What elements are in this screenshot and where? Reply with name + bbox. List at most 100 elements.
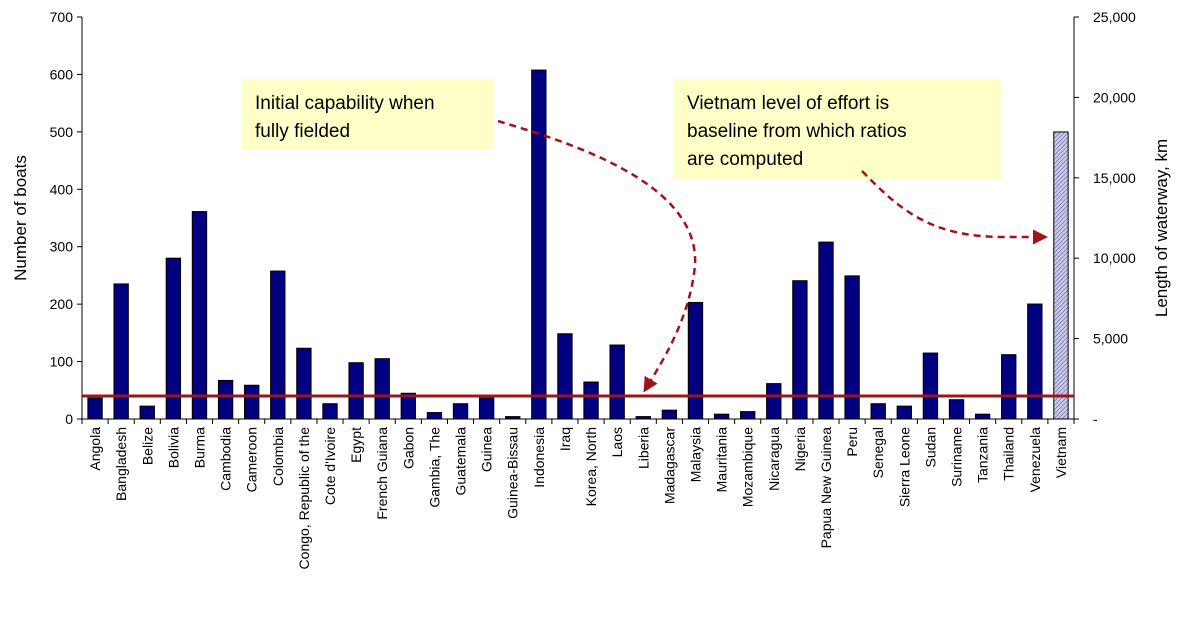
bar-egypt (348, 362, 364, 420)
y2-axis-title: Length of waterway, km (1152, 139, 1171, 317)
category-label: Nigeria (792, 427, 808, 472)
callout-initial-capability-box (242, 79, 494, 149)
right-tick-label: 15,000 (1093, 170, 1136, 186)
arrow-to-vietnam (861, 170, 1048, 245)
category-label: Bangladesh (113, 427, 129, 501)
category-label: Thailand (1001, 427, 1017, 481)
category-label: Suriname (949, 427, 965, 487)
bar-papua-new-guinea (818, 241, 834, 420)
category-label: Sudan (922, 427, 938, 467)
category-label: Gabon (400, 427, 416, 469)
bar-venezuela (1027, 303, 1043, 420)
category-label: Angola (87, 427, 103, 471)
left-tick-label: 200 (50, 296, 74, 312)
left-tick-label: 300 (50, 239, 74, 255)
left-tick-label: 500 (50, 124, 74, 140)
category-label: Guatemala (453, 427, 469, 496)
right-tick-label: - (1093, 411, 1098, 427)
right-tick-label: 25,000 (1093, 9, 1136, 25)
category-label: Liberia (635, 427, 651, 469)
bar-cameroon (244, 384, 260, 420)
bar-malaysia (687, 301, 704, 420)
category-label: Cote d'Ivoire (322, 427, 338, 505)
bar-burma (191, 211, 208, 420)
left-tick-label: 0 (65, 411, 73, 427)
bar-mozambique (740, 411, 756, 420)
left-tick-label: 100 (50, 354, 74, 370)
bar-mauritania (713, 413, 730, 420)
category-label: Laos (609, 427, 625, 457)
category-label: Iraq (557, 427, 573, 451)
axes-group: 0 100 200 300 400 500 600 700 - 5,000 10,000 15,000… (11, 9, 1171, 569)
category-label: Guinea-Bissau (505, 427, 521, 519)
category-label: Papua New Guinea (818, 427, 834, 549)
category-label: Madagascar (661, 427, 677, 504)
left-tick-label: 700 (50, 9, 74, 25)
category-label: Cambodia (218, 427, 234, 491)
category-label: Gambia, The (426, 427, 442, 508)
bar-nicaragua (766, 383, 782, 420)
bar-thailand (1001, 354, 1017, 420)
bar-suriname (948, 399, 965, 420)
bar-sudan (922, 352, 939, 420)
category-label: Senegal (870, 427, 886, 478)
bar-peru (844, 275, 860, 420)
bar-indonesia (531, 69, 547, 420)
bar-cambodia (217, 379, 234, 420)
category-label: Mozambique (740, 427, 756, 507)
bar-vietnam (1053, 131, 1069, 420)
bar-angola (87, 397, 103, 420)
y-axis-title: Number of boats (11, 155, 30, 281)
callout-vietnam-baseline-text: baseline from which ratios (687, 121, 907, 142)
category-label: Venezuela (1027, 427, 1043, 493)
category-label: Indonesia (531, 427, 547, 488)
bar-nigeria (792, 280, 808, 420)
category-label: Korea, North (583, 427, 599, 506)
bar-senegal (870, 403, 886, 420)
category-label: Tanzania (975, 427, 991, 483)
category-label: Colombia (270, 427, 286, 486)
bar-madagascar (661, 409, 678, 420)
bar-guinea (478, 397, 495, 420)
category-label: French Guiana (374, 427, 390, 520)
category-label: Guinea (479, 427, 495, 472)
callout-vietnam-baseline-text: Vietnam level of effort is (687, 93, 889, 114)
category-label: Nicaragua (766, 427, 782, 491)
right-tick-label: 20,000 (1093, 89, 1136, 105)
callout-initial-capability-text: Initial capability when (255, 93, 435, 114)
bar-laos (609, 344, 625, 420)
bar-tanzania (974, 413, 991, 420)
category-label: Bolivia (165, 427, 181, 468)
callout-vietnam-baseline-text: are computed (687, 149, 803, 170)
bar-korea-north (583, 381, 599, 420)
bar-gambia-the (426, 412, 443, 420)
right-tick-label: 10,000 (1093, 250, 1136, 266)
arrow-to-liberia (497, 119, 697, 393)
overlay-group: Initial capability when fully fielded Viet… (82, 79, 1074, 398)
category-label: Malaysia (687, 427, 703, 482)
category-label: Belize (139, 427, 155, 465)
bar-french-guiana (374, 358, 390, 420)
category-label: Mauritania (714, 427, 730, 493)
category-label: Vietnam (1053, 427, 1069, 478)
bar-cote-d-ivoire (322, 403, 338, 420)
callout-initial-capability-text: fully fielded (255, 121, 350, 142)
bar-sierra-leone (896, 405, 913, 420)
category-label: Peru (844, 427, 860, 457)
category-label: Sierra Leone (896, 427, 912, 507)
bar-iraq (557, 333, 573, 420)
bar-congo-republic-of-the (296, 347, 312, 420)
category-label: Burma (191, 427, 207, 468)
bar-bangladesh (113, 283, 129, 420)
callout-vietnam-baseline-box (674, 79, 1001, 179)
bars-group (87, 69, 1069, 420)
left-tick-label: 600 (50, 66, 74, 82)
left-tick-label: 400 (50, 181, 74, 197)
category-label: Congo, Republic of the (296, 427, 312, 570)
right-tick-label: 5,000 (1093, 331, 1128, 347)
bar-guatemala (452, 403, 469, 420)
category-label: Egypt (348, 427, 364, 463)
bar-belize (139, 405, 155, 420)
category-label: Cameroon (244, 427, 260, 492)
